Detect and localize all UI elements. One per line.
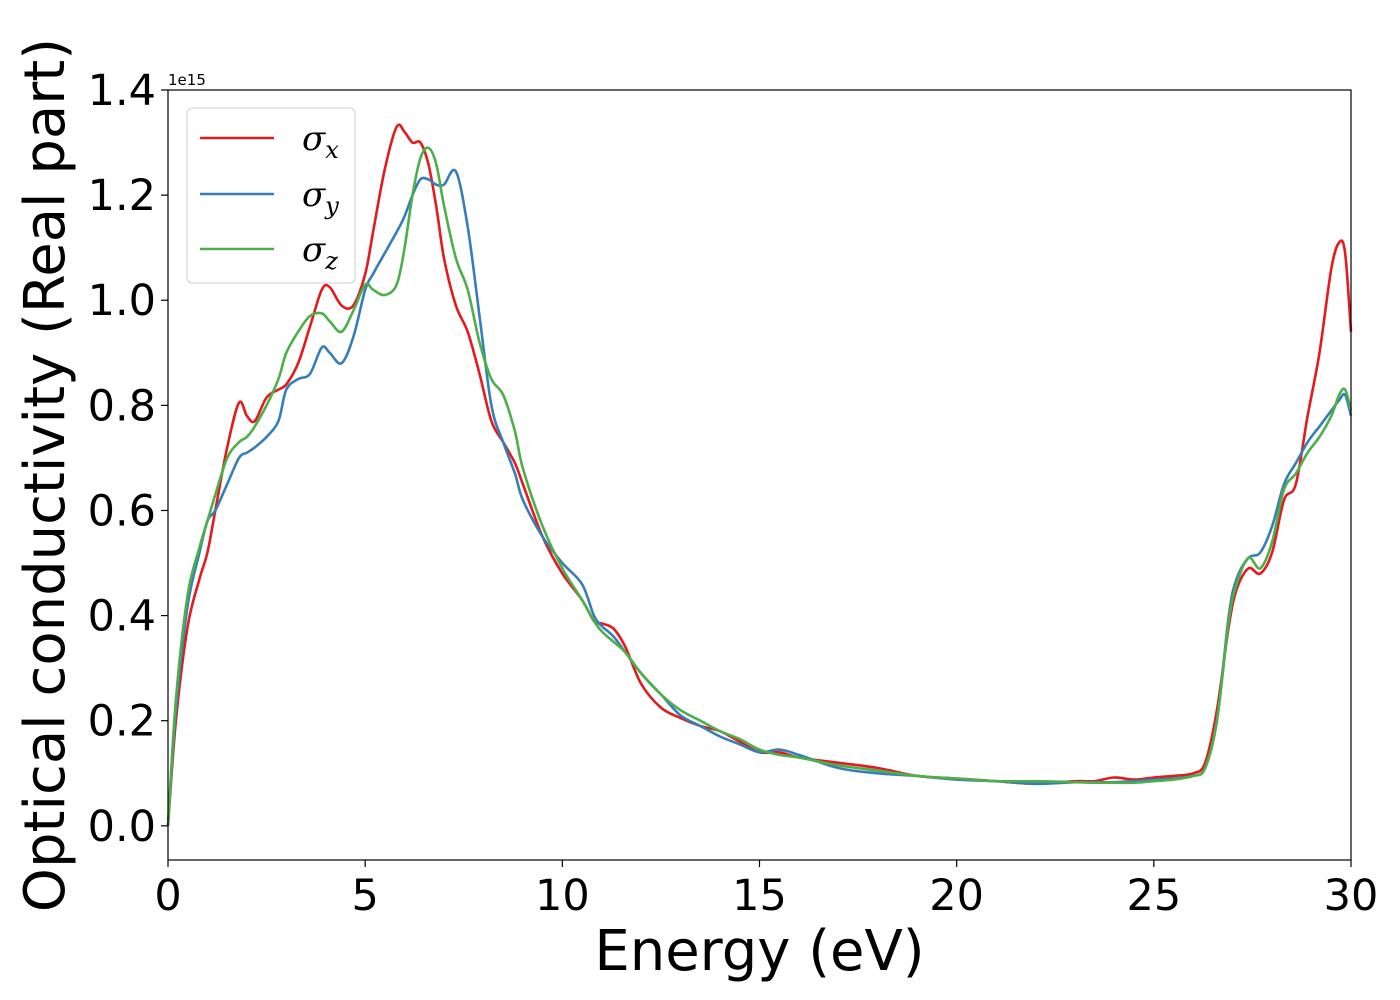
y-offset-label: 1e15	[168, 71, 206, 89]
legend-label-sigma-z: σz	[302, 230, 338, 275]
y-axis-title: Optical conductivity (Real part)	[13, 38, 78, 912]
y-tick-label: 0.0	[88, 802, 156, 852]
x-tick-label: 20	[929, 871, 984, 921]
series-layer	[166, 123, 1353, 826]
x-tick-label: 5	[351, 871, 378, 921]
legend-box	[186, 107, 356, 284]
legend: σx σy σz	[186, 107, 356, 284]
x-tick-label: 25	[1126, 871, 1181, 921]
x-axis-title: Energy (eV)	[594, 919, 924, 984]
legend-label-sigma-y: σy	[302, 175, 339, 220]
x-axis: 0 5 10 15 20 25 30	[154, 860, 1378, 921]
y-tick-label: 1.4	[88, 66, 156, 116]
x-tick-label: 30	[1324, 871, 1379, 921]
y-tick-label: 0.8	[88, 381, 156, 431]
series-line-sigma-z	[166, 146, 1353, 826]
legend-label-sigma-x: σx	[302, 119, 339, 164]
y-tick-label: 0.4	[88, 592, 156, 642]
y-tick-label: 1.2	[88, 171, 156, 221]
y-tick-label: 0.6	[88, 486, 156, 536]
y-axis: 0.0 0.2 0.4 0.6 0.8 1.0 1.2 1.4	[88, 66, 168, 852]
x-tick-label: 0	[154, 871, 181, 921]
x-tick-label: 10	[535, 871, 590, 921]
x-tick-label: 15	[732, 871, 787, 921]
y-tick-label: 0.2	[88, 697, 156, 747]
y-tick-label: 1.0	[88, 276, 156, 326]
